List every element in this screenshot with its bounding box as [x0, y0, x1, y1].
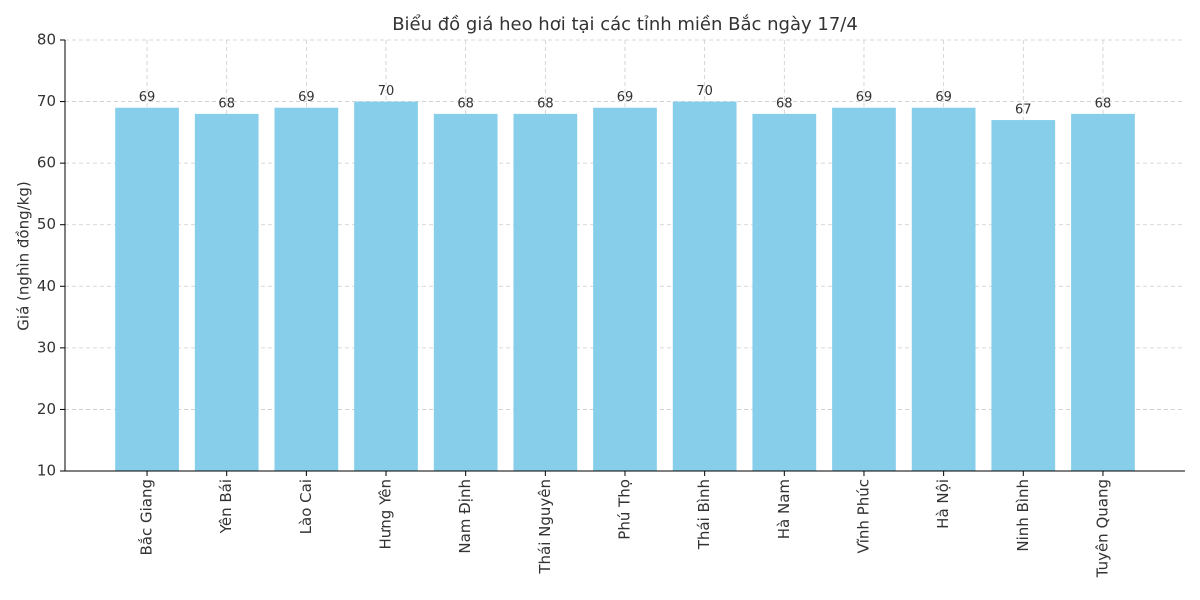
- value-label: 68: [537, 96, 554, 111]
- bar: [672, 101, 737, 472]
- chart-title: Biểu đồ giá heo hơi tại các tỉnh miền Bắ…: [392, 14, 858, 35]
- y-tick-label: 80: [37, 31, 56, 49]
- bar: [991, 120, 1056, 472]
- value-label: 69: [935, 90, 952, 105]
- value-label: 69: [617, 90, 634, 105]
- value-label: 69: [139, 90, 156, 105]
- y-tick-label: 40: [37, 277, 56, 295]
- bar: [194, 113, 259, 471]
- value-label: 70: [696, 84, 713, 99]
- x-tick-label: Yên Bái: [217, 479, 235, 534]
- x-tick-label: Thái Nguyên: [536, 479, 554, 575]
- y-tick-label: 60: [37, 154, 56, 172]
- x-tick-label: Ninh Bình: [1014, 479, 1032, 552]
- y-tick-label: 10: [37, 462, 56, 480]
- x-tick-label: Phú Thọ: [616, 479, 634, 540]
- y-tick-label: 20: [37, 400, 56, 418]
- value-label: 68: [218, 96, 235, 111]
- y-tick-label: 30: [37, 338, 56, 356]
- x-tick-label: Vĩnh Phúc: [854, 479, 872, 554]
- x-tick-label: Bắc Giang: [138, 479, 156, 556]
- x-tick-label: Thái Bình: [695, 479, 713, 550]
- bar: [354, 101, 418, 472]
- x-tick-label: Hà Nam: [775, 479, 793, 539]
- value-label: 69: [298, 90, 315, 105]
- value-label: 68: [1095, 96, 1112, 111]
- value-label: 68: [457, 96, 474, 111]
- x-tick-label: Lào Cai: [297, 479, 315, 534]
- x-tick-label: Hưng Yên: [377, 479, 395, 550]
- bar: [274, 107, 339, 471]
- bar: [832, 107, 896, 471]
- value-label: 69: [856, 90, 873, 105]
- value-label: 67: [1015, 103, 1032, 118]
- x-tick-label: Tuyên Quang: [1093, 479, 1111, 578]
- bar: [593, 107, 657, 471]
- x-tick-label: Hà Nội: [934, 479, 952, 529]
- value-label: 68: [776, 96, 793, 111]
- value-label: 70: [378, 84, 395, 99]
- y-axis-label: Giá (nghìn đồng/kg): [15, 181, 33, 330]
- y-tick-label: 70: [37, 92, 56, 110]
- bar: [513, 113, 578, 471]
- bar: [911, 107, 976, 471]
- bar: [1071, 113, 1135, 471]
- x-tick-label: Nam Định: [456, 479, 474, 554]
- bar: [433, 113, 498, 471]
- bar: [115, 107, 179, 471]
- bar: [752, 113, 817, 471]
- y-tick-label: 50: [37, 215, 56, 233]
